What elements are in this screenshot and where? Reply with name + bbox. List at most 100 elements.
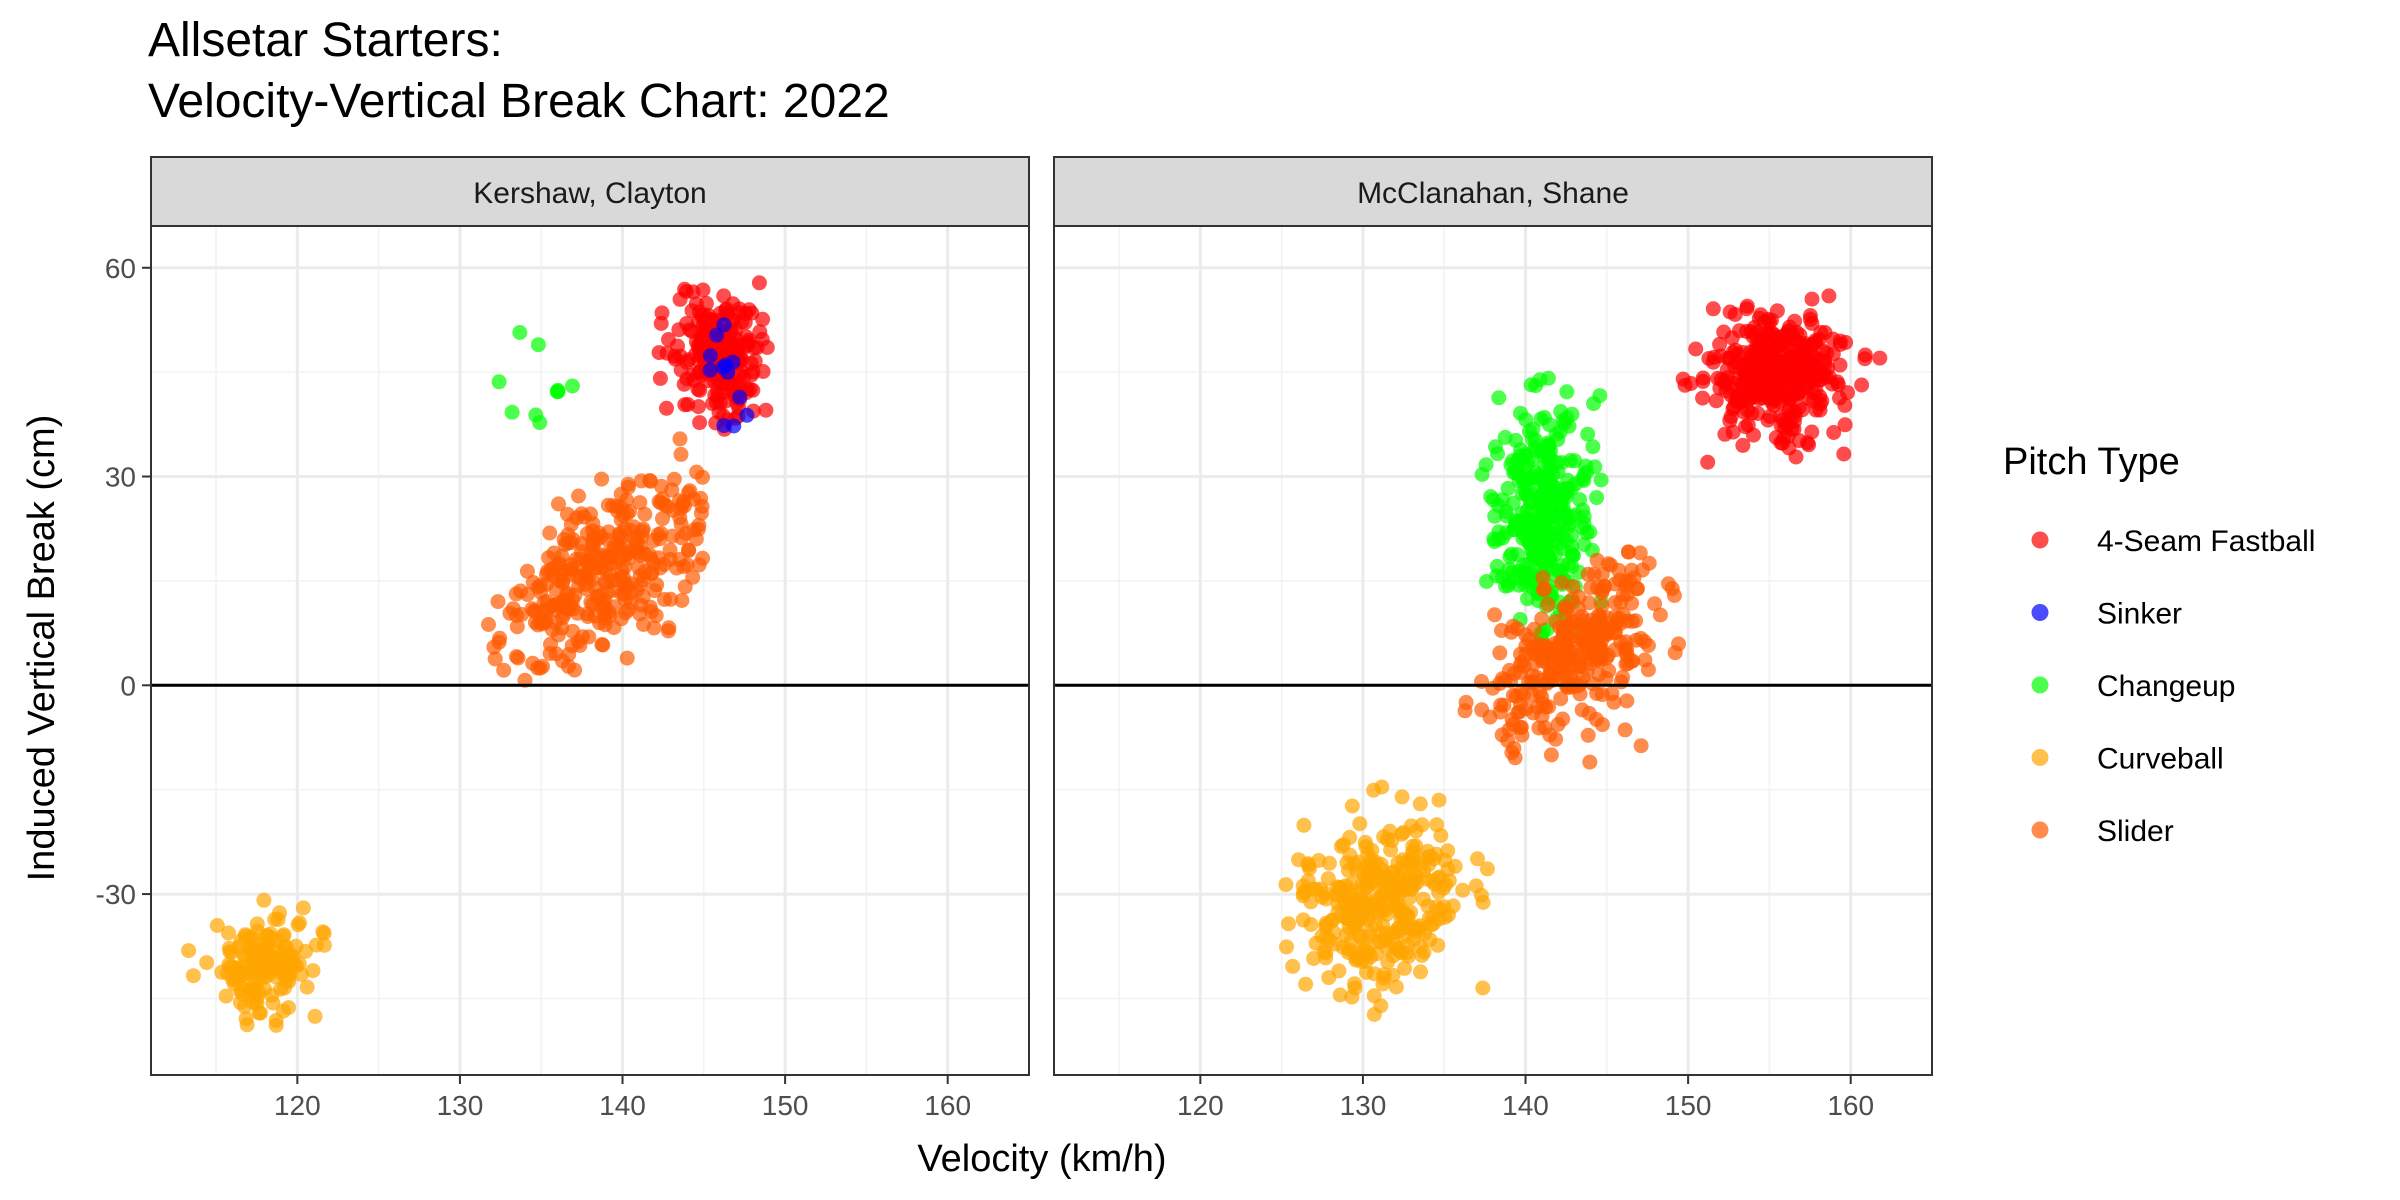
data-point bbox=[574, 536, 590, 552]
data-point bbox=[1746, 320, 1762, 335]
legend-key bbox=[2031, 531, 2049, 549]
legend-label: Sinker bbox=[2097, 598, 2182, 631]
data-point bbox=[692, 415, 708, 431]
data-point bbox=[1394, 789, 1410, 805]
data-point bbox=[573, 571, 589, 587]
data-point bbox=[1589, 686, 1605, 701]
data-point bbox=[1445, 898, 1461, 914]
data-point bbox=[1791, 433, 1807, 449]
data-point bbox=[1802, 311, 1818, 327]
data-point bbox=[1582, 524, 1598, 540]
data-point bbox=[660, 623, 676, 639]
data-point bbox=[315, 924, 331, 940]
data-point bbox=[1550, 717, 1566, 732]
legend-label: Curveball bbox=[2097, 743, 2224, 776]
data-point bbox=[1716, 324, 1732, 340]
data-point bbox=[199, 955, 215, 971]
facet-strip bbox=[1053, 156, 1933, 227]
data-point bbox=[1564, 558, 1580, 574]
data-point bbox=[1369, 891, 1385, 907]
panel-2: McClanahan, Shane 120 130 140 150 160 bbox=[1053, 156, 1933, 1121]
data-point bbox=[595, 595, 611, 611]
data-point bbox=[490, 594, 506, 610]
data-point bbox=[594, 471, 610, 487]
data-point bbox=[1388, 979, 1404, 995]
series-4-seam-fastball bbox=[1675, 288, 1888, 470]
data-point bbox=[239, 1017, 255, 1033]
data-point bbox=[305, 963, 321, 979]
data-point bbox=[1604, 686, 1620, 702]
data-point bbox=[234, 986, 250, 1002]
data-point bbox=[1395, 825, 1411, 840]
data-point bbox=[1821, 288, 1837, 304]
data-point bbox=[1440, 843, 1456, 859]
data-point bbox=[542, 646, 558, 661]
data-point bbox=[1499, 508, 1515, 524]
data-point bbox=[1634, 562, 1650, 578]
data-point bbox=[535, 658, 551, 674]
data-point bbox=[1537, 476, 1553, 492]
data-point bbox=[1829, 374, 1845, 390]
data-point bbox=[576, 509, 592, 525]
data-point bbox=[583, 594, 599, 610]
facet-strip-label: Kershaw, Clayton bbox=[473, 177, 706, 210]
data-point bbox=[1518, 627, 1534, 643]
data-point bbox=[1788, 449, 1804, 465]
data-point bbox=[1424, 873, 1440, 889]
data-point bbox=[1826, 425, 1842, 440]
data-point bbox=[1587, 459, 1603, 475]
data-point bbox=[539, 593, 555, 609]
legend-key bbox=[2031, 821, 2049, 839]
data-point bbox=[696, 333, 712, 349]
data-point bbox=[259, 928, 275, 944]
data-point bbox=[1854, 377, 1870, 393]
data-point bbox=[1279, 939, 1294, 955]
data-point bbox=[705, 396, 721, 412]
x-axis-title: Velocity (km/h) bbox=[917, 1138, 1166, 1180]
data-point bbox=[1543, 667, 1558, 683]
data-point bbox=[1532, 684, 1548, 700]
data-point bbox=[1786, 348, 1802, 364]
data-point bbox=[486, 639, 502, 655]
legend-title: Pitch Type bbox=[2003, 441, 2180, 483]
data-point bbox=[1429, 817, 1445, 833]
data-point bbox=[1542, 417, 1557, 433]
data-point bbox=[298, 943, 313, 959]
data-point bbox=[584, 571, 600, 587]
data-point bbox=[1617, 722, 1633, 738]
data-point bbox=[605, 582, 621, 598]
data-point bbox=[1542, 552, 1558, 568]
data-point bbox=[1749, 348, 1765, 364]
data-point bbox=[1632, 545, 1648, 561]
data-point bbox=[307, 1008, 323, 1024]
data-point bbox=[1491, 390, 1507, 406]
data-point bbox=[262, 966, 278, 982]
data-point bbox=[1771, 359, 1786, 375]
data-point bbox=[1808, 402, 1824, 418]
data-point bbox=[721, 334, 737, 350]
data-point bbox=[564, 378, 580, 394]
data-point bbox=[295, 900, 311, 916]
data-point bbox=[1412, 796, 1428, 812]
data-point bbox=[1554, 575, 1569, 591]
data-point bbox=[1414, 948, 1430, 963]
legend-entry: Curveball bbox=[2031, 743, 2224, 776]
data-point bbox=[1705, 301, 1721, 317]
legend-entry: Changeup bbox=[2031, 670, 2235, 703]
data-point bbox=[1582, 754, 1598, 770]
data-point bbox=[1580, 426, 1596, 442]
data-point bbox=[1717, 426, 1733, 442]
data-point bbox=[1619, 693, 1635, 709]
data-point bbox=[688, 296, 704, 312]
data-point bbox=[250, 988, 266, 1004]
data-point bbox=[221, 925, 236, 941]
data-point bbox=[558, 592, 573, 608]
data-point bbox=[1589, 490, 1605, 506]
data-point bbox=[605, 498, 621, 514]
data-point bbox=[275, 966, 291, 982]
data-point bbox=[616, 508, 632, 524]
data-point bbox=[1558, 605, 1574, 620]
data-point bbox=[1780, 390, 1796, 406]
data-point bbox=[1804, 424, 1820, 440]
data-point bbox=[540, 563, 556, 579]
